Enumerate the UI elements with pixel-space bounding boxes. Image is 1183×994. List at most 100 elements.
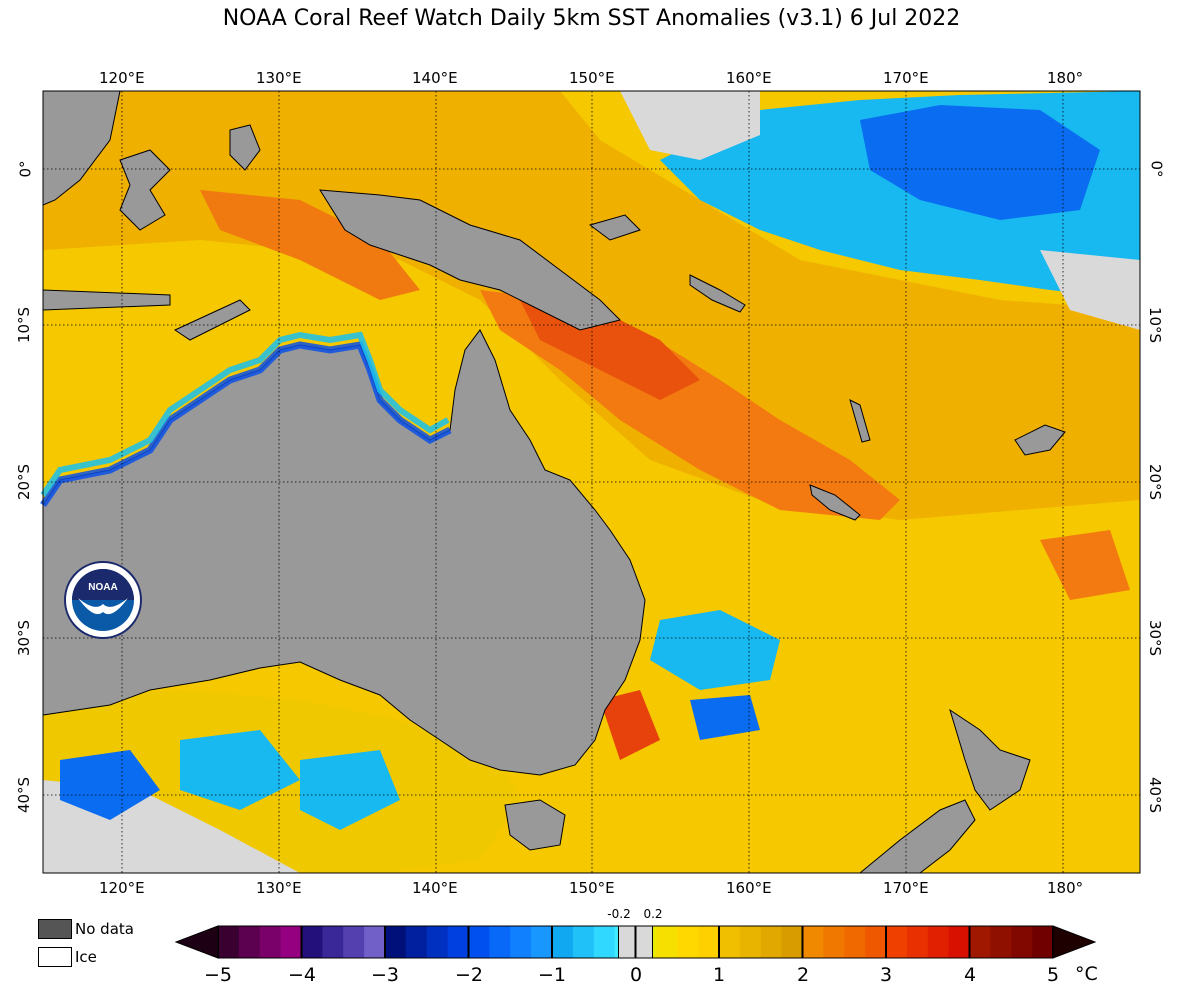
noaa-logo: NOAA [64,561,142,639]
colorbar-cell [781,926,803,958]
colorbar-tick: 4 [963,964,977,986]
colorbar-cell [739,926,762,958]
lon-label: 150°E [569,69,615,87]
colorbar-cell [218,926,240,958]
colorbar-tick: 1 [712,964,726,986]
hot-region-png [520,300,700,400]
fiji-landmass [1014,424,1066,456]
colorbar-cell [531,926,553,958]
new-caledonia-landmass [809,484,861,521]
colorbar-cell [760,926,783,958]
colorbar-cell [823,926,845,958]
colorbar-tick: 2 [796,964,810,986]
colorbar-cell [572,926,595,958]
lat-label: 20°S [15,463,34,501]
sulawesi-landmass [119,149,171,231]
new-britain-landmass [588,214,641,241]
lon-label: 160°E [726,69,772,87]
lat-label: 40°S [15,776,34,814]
tasmania-landmass [504,799,566,851]
lon-label: 150°E [569,879,615,897]
colorbar-tick: −2 [454,964,484,986]
colorbar-tick: 5 [1046,964,1060,986]
colorbar-cell [364,926,386,958]
logo-text: NOAA [88,582,117,593]
colorbar-cell [656,926,678,958]
lon-label: 120°E [99,879,145,897]
no-data-label: No data [75,920,134,938]
colorbar-cell [906,926,929,958]
cool-patch-east-aus [650,610,780,690]
map-title: NOAA Coral Reef Watch Daily 5km SST Anom… [222,6,961,31]
colorbar-tick: 0 [629,964,643,986]
lon-label: 140°E [412,879,458,897]
lon-label: 130°E [256,879,302,897]
colorbar-cell [865,926,887,958]
lon-label: 170°E [883,879,929,897]
solomon-islands-landmass [689,274,746,313]
vanuatu-landmass [849,399,871,443]
lat-label: 30°S [1146,619,1165,657]
lon-label: 120°E [99,69,145,87]
lon-label: 180° [1047,879,1084,897]
cool-band-nw-australia [40,341,452,507]
colorbar-cell [238,926,261,958]
lon-label: 170°E [883,69,929,87]
colorbar-tick: 3 [879,964,893,986]
new-zealand-north-landmass [949,708,1031,811]
land-masses [42,90,1066,874]
cool-patch-south-3 [300,750,400,830]
colorbar-tick: −1 [537,964,567,986]
lon-label: 180° [1047,69,1084,87]
colorbar-unit: °C [1075,963,1098,985]
colorbar-cell [969,926,991,958]
colorbar-max-arrow [1052,925,1097,959]
lat-label: 0° [16,160,35,178]
lat-label: 20°S [1146,463,1165,501]
cold-core-equatorial [860,105,1100,220]
colorbar-cell [698,926,720,958]
timor-landmass [173,299,251,341]
hot-patch-south-pacific [1040,530,1130,600]
colorbar-cell [447,926,469,958]
no-data-swatch [38,919,72,939]
lat-label: 10°S [15,306,34,344]
colorbar-cell [1011,926,1033,958]
nodata-equatorial-patch-2 [1040,250,1140,330]
new-guinea-landmass [319,189,621,331]
lat-label: 40°S [1146,776,1165,814]
colorbar-cell [552,926,574,958]
graticule [43,91,1140,873]
cool-patch-south-1 [60,750,160,820]
colorbar-cell [343,926,365,958]
halmahera-landmass [229,124,261,171]
colorbar-cell [927,926,950,958]
colorbar-cell [948,926,970,958]
new-zealand-south-landmass [858,799,976,874]
lon-label: 130°E [256,69,302,87]
colorbar-cell [844,926,866,958]
nodata-equatorial-patch-1 [620,91,760,160]
colorbar-cell [886,926,908,958]
anomaly-regions [43,91,1140,873]
colorbar-cell [593,926,616,958]
colorbar-small-tick: -0.2 [607,907,631,921]
colorbar-cell [468,926,490,958]
colorbar-cell [489,926,511,958]
lon-label: 160°E [726,879,772,897]
lat-label: 30°S [15,619,34,657]
colorbar-min-arrow [174,925,219,959]
colorbar-tick: −5 [203,964,233,986]
colorbar-cell [426,926,449,958]
colorbar-cell [385,926,407,958]
colorbar-cell [405,926,428,958]
colorbar-cell [259,926,282,958]
hot-patch-tasman [600,690,660,760]
colorbar-cell [677,926,699,958]
cool-band-nw-australia-outer [40,331,450,497]
lat-label: 0° [1147,160,1166,178]
colorbar [174,925,1097,959]
colorbar-cell [990,926,1012,958]
ice-swatch [38,947,72,967]
